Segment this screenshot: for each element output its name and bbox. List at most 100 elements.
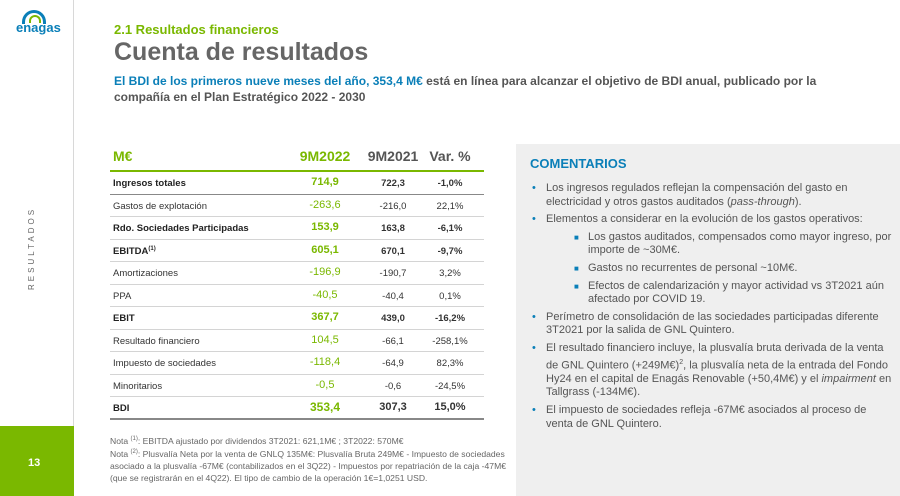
comment-item: • Los ingresos regulados reflejan la comp…	[530, 182, 892, 209]
value-9m2022: -0,5	[315, 378, 335, 391]
table-header: M€ 9M2022 9M2021 Var. %	[110, 146, 484, 172]
value-var: 0,1%	[439, 290, 461, 302]
table-row: Impuesto de sociedades -118,4 -64,9 82,3%	[110, 352, 484, 375]
logo-arc-icon	[22, 10, 46, 24]
value-9m2021: -66,1	[382, 335, 404, 347]
square-bullet-icon: ■	[574, 281, 579, 291]
value-var: -258,1%	[432, 335, 468, 347]
logo: enagas	[16, 20, 61, 35]
comments-panel: COMENTARIOS • Los ingresos regulados refl…	[516, 144, 900, 496]
footnote-1: Nota (1): EBITDA ajustado por dividendos…	[110, 434, 506, 447]
table-row: Ingresos totales 714,9 722,3 -1,0%	[110, 172, 484, 195]
value-9m2022: 353,4	[309, 400, 341, 414]
value-9m2021: 670,1	[381, 245, 405, 257]
comment-text: El impuesto de sociedades refleja -67M€ …	[546, 403, 867, 430]
comment-item: • Perímetro de consolidación de las socie…	[530, 311, 892, 338]
table-row: Amortizaciones -196,9 -190,7 3,2%	[110, 262, 484, 285]
page-number: 13	[28, 457, 41, 469]
row-label: Rdo. Sociedades Participadas	[113, 223, 249, 234]
subtitle-rest: está en línea para alcanzar el objetivo …	[114, 74, 817, 104]
footnote-2-sup: (2)	[130, 449, 138, 456]
income-statement-table: M€ 9M2022 9M2021 Var. % Ingresos totales…	[110, 146, 484, 420]
value-var: 82,3%	[436, 358, 464, 369]
comment-italic: pass-through	[730, 195, 795, 208]
comment-text: , la plusvalía neta de la entrada del Fo…	[546, 359, 888, 385]
footnote-1-sup: (1)	[130, 436, 138, 442]
comment-text: El resultado financiero incluye, la plus…	[546, 341, 884, 372]
value-var: -6,1%	[437, 223, 463, 234]
value-var: -16,2%	[434, 313, 466, 324]
comment-text: en Tallgrass (-134M€).	[546, 372, 892, 399]
comment-sup: 2	[679, 358, 684, 366]
row-label: Minoritarios	[113, 381, 162, 392]
value-9m2022: -196,9	[309, 266, 341, 278]
value-9m2022: 605,1	[311, 243, 339, 256]
bullet-icon: •	[532, 341, 536, 354]
row-label-text: PPA	[113, 290, 132, 302]
row-label-text: Rdo. Sociedades Participadas	[113, 223, 249, 234]
footnote-2-prefix: Nota	[110, 449, 131, 460]
row-label: EBITDA(1)	[113, 246, 156, 257]
value-9m2021: 722,3	[381, 178, 405, 189]
header-9m2022: 9M2022	[299, 148, 351, 164]
table-row: Resultado financiero 104,5 -66,1 -258,1%	[110, 330, 484, 352]
table-row: Rdo. Sociedades Participadas 153,9 163,8 -6…	[110, 217, 484, 240]
row-label: Resultado financiero	[113, 336, 200, 347]
row-label: Gastos de explotación	[113, 201, 207, 212]
header-unit: M€	[113, 148, 133, 164]
row-label: Amortizaciones	[113, 268, 178, 279]
row-label: Impuesto de sociedades	[113, 358, 216, 369]
value-9m2021: 439,0	[381, 313, 405, 324]
comment-text: ).	[794, 195, 802, 208]
header-var: Var. %	[429, 148, 471, 164]
row-label-text: Resultado financiero	[113, 335, 200, 347]
row-label-text: Impuesto de sociedades	[113, 358, 216, 369]
value-var: 3,2%	[439, 268, 461, 279]
value-9m2021: 307,3	[379, 401, 407, 413]
row-label: BDI	[113, 403, 129, 414]
bullet-icon: •	[532, 182, 536, 194]
value-9m2022: 153,9	[311, 221, 339, 233]
row-label: Ingresos totales	[113, 178, 186, 189]
row-label: PPA	[113, 291, 131, 302]
comment-text: Los ingresos regulados reflejan la compe…	[546, 182, 848, 208]
row-label: EBIT	[113, 313, 135, 324]
subtitle-highlight: El BDI de los primeros nueve meses del a…	[114, 74, 423, 88]
table-body: Ingresos totales 714,9 722,3 -1,0% Gastos de…	[110, 172, 484, 420]
footnotes: Nota (1): EBITDA ajustado por dividendos…	[110, 434, 506, 484]
bullet-icon: •	[532, 310, 536, 323]
row-label-text: Ingresos totales	[113, 178, 186, 189]
header-9m2021: 9M2021	[367, 148, 419, 164]
footnote-2: Nota (2): Plusvalía Neta por la venta de…	[110, 447, 506, 484]
value-9m2022: 104,5	[311, 333, 339, 346]
value-var: 22,1%	[436, 200, 464, 212]
comment-subitem: ■ Los gastos auditados, compensados como …	[530, 231, 892, 258]
row-label-text: Gastos de explotación	[113, 200, 208, 212]
section-heading: 2.1 Resultados financieros	[114, 22, 279, 37]
value-9m2021: -64,9	[382, 358, 404, 369]
value-var: -9,7%	[437, 245, 463, 257]
table-row: Gastos de explotación -263,6 -216,0 22,1%	[110, 195, 484, 217]
value-var: 15,0%	[434, 401, 466, 413]
value-9m2021: -190,7	[379, 268, 407, 279]
value-var: -24,5%	[434, 380, 466, 392]
comments-list: • Los ingresos regulados reflejan la comp…	[530, 182, 892, 435]
row-label-text: EBITDA	[113, 245, 149, 257]
comment-item: • El resultado financiero incluye, la plu…	[530, 342, 892, 400]
value-9m2021: 163,8	[381, 223, 405, 234]
footnote-2-text: : Plusvalía Neta por la venta de GNLQ 13…	[110, 449, 507, 483]
value-var: -1,0%	[437, 178, 463, 189]
comments-title: COMENTARIOS	[530, 156, 627, 171]
bullet-icon: •	[532, 213, 536, 226]
value-9m2022: -118,4	[309, 356, 341, 368]
page-title: Cuenta de resultados	[114, 38, 369, 66]
page-number-box: 13	[0, 426, 74, 496]
comment-italic: impairment	[821, 372, 876, 385]
row-label-text: Minoritarios	[113, 380, 163, 392]
sidebar: enagas RESULTADOS 13	[0, 0, 74, 496]
table-row: EBIT 367,7 439,0 -16,2%	[110, 307, 484, 330]
value-9m2022: -263,6	[309, 198, 341, 211]
table-row: Minoritarios -0,5 -0,6 -24,5%	[110, 375, 484, 397]
comment-subitem: ■ Efectos de calendarización y mayor acti…	[530, 280, 892, 307]
table-row: EBITDA(1) 605,1 670,1 -9,7%	[110, 240, 484, 262]
